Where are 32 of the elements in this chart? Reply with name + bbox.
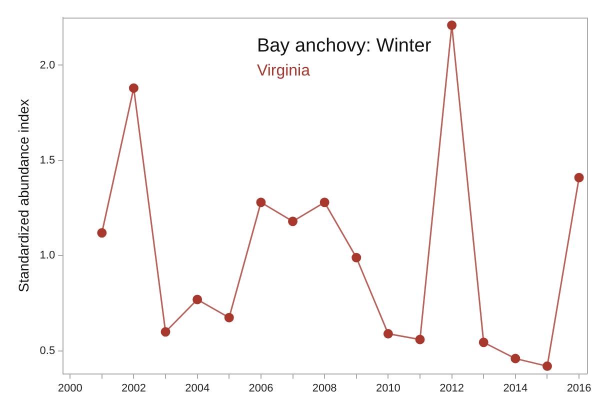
point: [478, 338, 488, 348]
y-tick-label: 1.5: [40, 154, 56, 166]
y-axis-title: Standardized abundance index: [15, 99, 32, 292]
text: Virginia: [256, 62, 310, 80]
point: [542, 361, 552, 371]
point: [128, 83, 138, 93]
text: Bay anchovy: Winter: [256, 36, 432, 57]
x-tick-label: 2010: [376, 382, 400, 394]
y-tick-label: 2.0: [40, 59, 56, 72]
x-tick-label: 2006: [248, 382, 274, 394]
point: [288, 216, 298, 226]
point: [510, 354, 520, 364]
point: [224, 312, 234, 322]
y-tick-label: 0.5: [40, 344, 56, 357]
point: [352, 252, 362, 262]
x-tick-label: 2004: [185, 382, 210, 394]
x-tick-label: 2014: [503, 382, 528, 394]
point: [256, 198, 266, 208]
x-tick-label: 2012: [440, 382, 464, 394]
y-tick-label: 1.0: [40, 250, 56, 262]
point: [192, 294, 202, 304]
x-tick-label: 2008: [312, 382, 337, 394]
point: [160, 327, 170, 337]
point: [320, 198, 330, 208]
point: [415, 334, 425, 344]
point: [574, 172, 584, 182]
x-tick-label: 2002: [121, 382, 146, 394]
point: [383, 329, 393, 339]
point: [97, 228, 107, 238]
x-tick-label: 2000: [58, 382, 82, 394]
x-tick-label: 2016: [566, 382, 592, 394]
point: [447, 20, 457, 30]
